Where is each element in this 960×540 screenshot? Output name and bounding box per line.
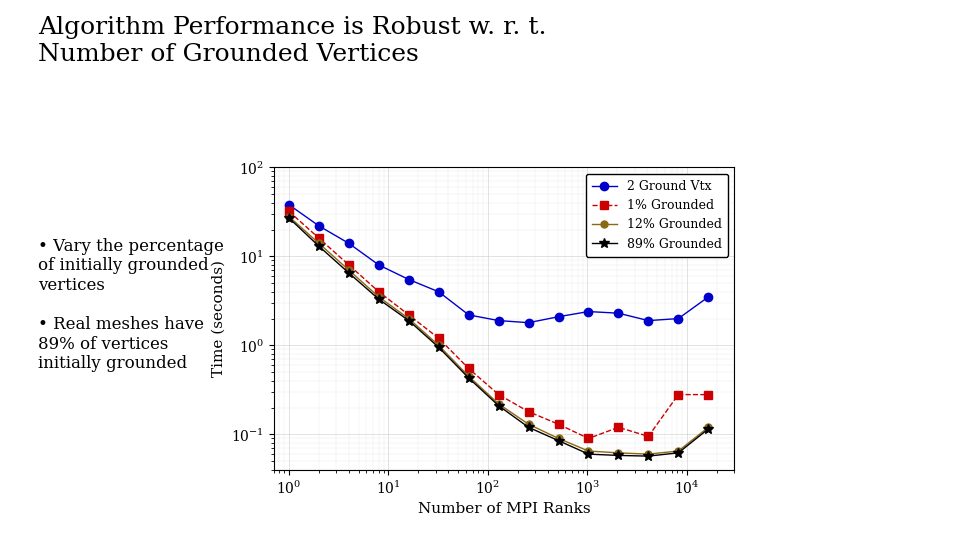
89% Grounded: [523, 424, 535, 430]
1% Grounded: [463, 365, 474, 372]
2 Ground Vtx: [673, 315, 684, 322]
12% Grounded: [642, 451, 654, 457]
89% Grounded: [583, 451, 594, 457]
89% Grounded: [492, 402, 504, 409]
12% Grounded: [373, 294, 385, 300]
2 Ground Vtx: [463, 312, 474, 318]
2 Ground Vtx: [433, 288, 444, 295]
12% Grounded: [283, 213, 295, 220]
2 Ground Vtx: [612, 310, 624, 316]
Text: Algorithm Performance is Robust w. r. t.
Number of Grounded Vertices: Algorithm Performance is Robust w. r. t.…: [38, 16, 547, 66]
89% Grounded: [703, 426, 714, 432]
12% Grounded: [583, 448, 594, 454]
2 Ground Vtx: [492, 318, 504, 324]
2 Ground Vtx: [313, 222, 324, 229]
89% Grounded: [612, 452, 624, 458]
89% Grounded: [343, 270, 354, 276]
1% Grounded: [523, 408, 535, 415]
89% Grounded: [283, 215, 295, 221]
1% Grounded: [313, 235, 324, 241]
89% Grounded: [313, 243, 324, 249]
1% Grounded: [343, 262, 354, 268]
Line: 89% Grounded: 89% Grounded: [284, 213, 713, 461]
Y-axis label: Time (seconds): Time (seconds): [211, 260, 226, 377]
2 Ground Vtx: [703, 294, 714, 300]
12% Grounded: [433, 342, 444, 349]
1% Grounded: [583, 435, 594, 442]
Line: 12% Grounded: 12% Grounded: [285, 213, 711, 457]
2 Ground Vtx: [373, 262, 385, 268]
89% Grounded: [642, 453, 654, 460]
12% Grounded: [703, 424, 714, 430]
2 Ground Vtx: [403, 276, 415, 283]
1% Grounded: [553, 421, 564, 428]
12% Grounded: [403, 315, 415, 322]
1% Grounded: [642, 433, 654, 440]
12% Grounded: [313, 240, 324, 247]
89% Grounded: [463, 375, 474, 381]
1% Grounded: [283, 208, 295, 215]
1% Grounded: [433, 335, 444, 342]
12% Grounded: [343, 267, 354, 273]
1% Grounded: [703, 392, 714, 398]
89% Grounded: [403, 318, 415, 324]
2 Ground Vtx: [523, 320, 535, 326]
1% Grounded: [612, 424, 624, 430]
12% Grounded: [673, 448, 684, 454]
89% Grounded: [373, 296, 385, 302]
Line: 1% Grounded: 1% Grounded: [285, 207, 712, 443]
2 Ground Vtx: [553, 314, 564, 320]
Line: 2 Ground Vtx: 2 Ground Vtx: [285, 201, 712, 327]
1% Grounded: [673, 392, 684, 398]
2 Ground Vtx: [283, 201, 295, 208]
12% Grounded: [463, 373, 474, 380]
Legend: 2 Ground Vtx, 1% Grounded, 12% Grounded, 89% Grounded: 2 Ground Vtx, 1% Grounded, 12% Grounded,…: [586, 174, 728, 257]
2 Ground Vtx: [642, 318, 654, 324]
89% Grounded: [673, 450, 684, 456]
12% Grounded: [523, 421, 535, 428]
Text: • Vary the percentage
of initially grounded
vertices

• Real meshes have
89% of : • Vary the percentage of initially groun…: [38, 238, 225, 372]
89% Grounded: [433, 344, 444, 350]
89% Grounded: [553, 437, 564, 444]
X-axis label: Number of MPI Ranks: Number of MPI Ranks: [418, 502, 590, 516]
2 Ground Vtx: [343, 240, 354, 247]
12% Grounded: [553, 435, 564, 442]
1% Grounded: [492, 392, 504, 398]
2 Ground Vtx: [583, 308, 594, 315]
12% Grounded: [612, 450, 624, 456]
1% Grounded: [373, 288, 385, 295]
1% Grounded: [403, 312, 415, 318]
12% Grounded: [492, 401, 504, 407]
